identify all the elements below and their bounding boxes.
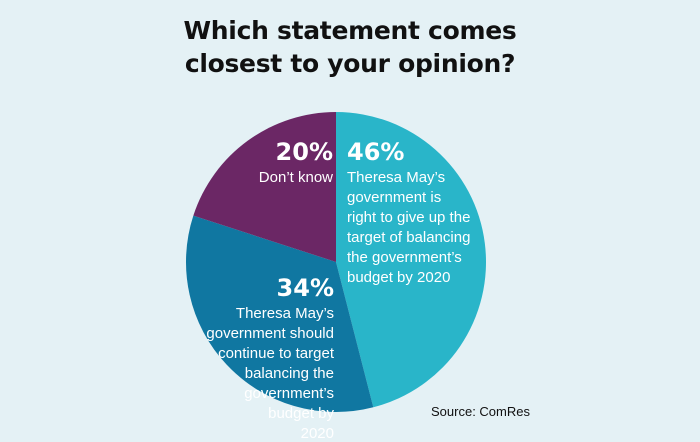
slice-description-line: government’s — [244, 385, 334, 402]
slice-description-line: government should — [206, 325, 334, 342]
slice-description-line: Theresa May’s — [347, 169, 445, 186]
slice-description-line: budget by 2020 — [347, 269, 450, 286]
slice-description-line: Don’t know — [259, 169, 333, 186]
title-line-1: Which statement comes — [183, 16, 517, 45]
slice-description-line: budget by — [268, 405, 334, 422]
slice-percent-label: 34% — [277, 274, 334, 302]
slice-description-line: continue to target — [218, 345, 335, 362]
slice-description-line: 2020 — [301, 425, 334, 442]
slice-description-line: right to give up the — [347, 209, 470, 226]
pie-slice-34 — [185, 215, 374, 413]
slice-description-line: balancing the — [245, 365, 334, 382]
source-note: Source: ComRes — [431, 404, 530, 419]
slice-description-line: the government’s — [347, 249, 462, 266]
slice-percent-label: 20% — [276, 138, 333, 166]
title-line-2: closest to your opinion? — [184, 49, 516, 78]
pie-slice-20 — [193, 112, 336, 262]
slice-description-line: government is — [347, 189, 441, 206]
slice-description-line: target of balancing — [347, 229, 470, 246]
slice-description-line: Theresa May’s — [236, 305, 334, 322]
slice-percent-label: 46% — [347, 138, 404, 166]
pie-slice-46 — [336, 112, 487, 408]
chart-title: Which statement comes closest to your op… — [140, 14, 560, 80]
